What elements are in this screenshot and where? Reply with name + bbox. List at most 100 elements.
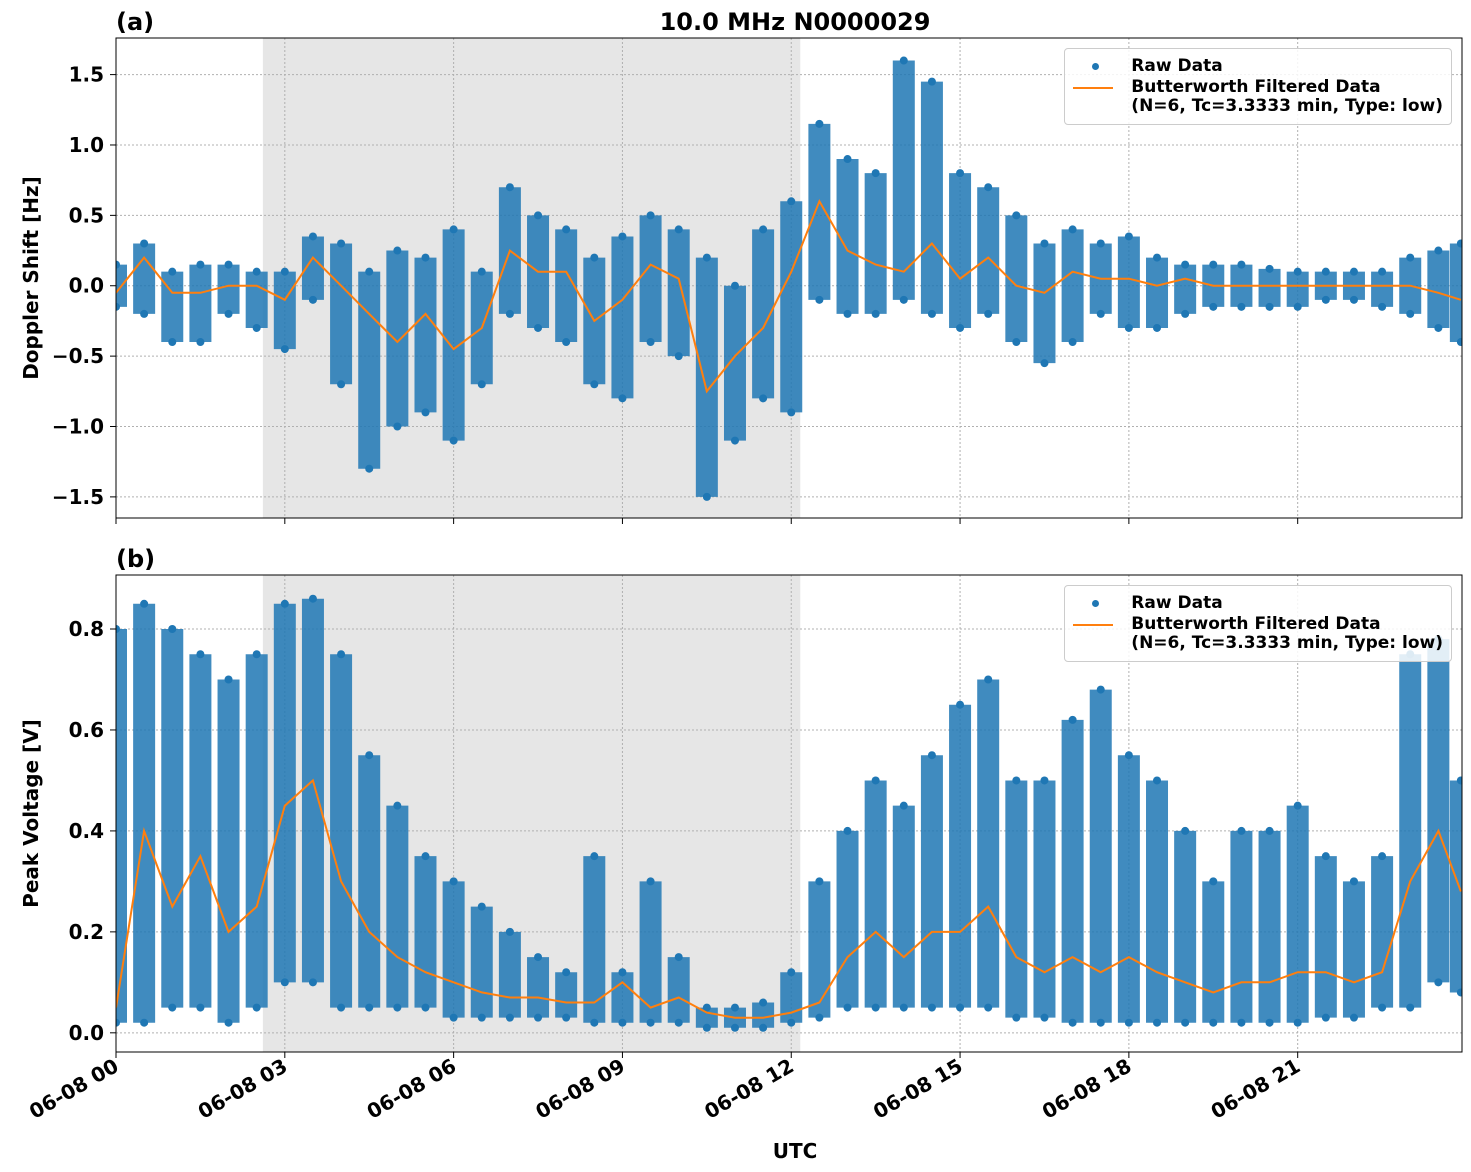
raw-point [1124, 232, 1133, 241]
raw-point [1378, 1003, 1387, 1012]
raw-point [505, 183, 514, 192]
raw-point [843, 1003, 852, 1012]
plot-area [116, 594, 1462, 1032]
raw-point [1349, 267, 1358, 276]
axes-frame [115, 574, 1463, 1053]
raw-point [956, 323, 965, 332]
raw-point [1321, 1013, 1330, 1022]
raw-point [308, 295, 317, 304]
x-tick-label: 06-08 06 [363, 1054, 461, 1124]
raw-point [1349, 295, 1358, 304]
raw-point [815, 295, 824, 304]
raw-point [1265, 826, 1274, 835]
raw-point [702, 253, 711, 262]
raw-point [899, 1003, 908, 1012]
raw-point [1012, 776, 1021, 785]
raw-point [1378, 852, 1387, 861]
raw-point [449, 436, 458, 445]
legend: Raw Data Butterworth Filtered Data (N=6, … [1064, 585, 1452, 662]
raw-point [477, 380, 486, 389]
raw-point [1040, 1013, 1049, 1022]
raw-point [787, 968, 796, 977]
raw-point [1153, 253, 1162, 262]
raw-point [899, 801, 908, 810]
legend-symbol [1073, 594, 1117, 613]
raw-point [252, 267, 261, 276]
raw-point [759, 1023, 768, 1032]
raw-point [534, 211, 543, 220]
raw-point [1434, 323, 1443, 332]
raw-point [116, 302, 120, 311]
raw-point [393, 246, 402, 255]
raw-point [1456, 338, 1462, 347]
raw-point [1068, 338, 1077, 347]
raw-point [1209, 1018, 1218, 1027]
legend-entry: Raw Data [1073, 594, 1443, 613]
raw-point [730, 1003, 739, 1012]
raw-point [168, 625, 177, 634]
legend-symbol [1073, 78, 1117, 97]
raw-point [1124, 1018, 1133, 1027]
raw-point [984, 183, 993, 192]
raw-point [590, 1018, 599, 1027]
raw-point [1068, 1018, 1077, 1027]
raw-point [562, 968, 571, 977]
raw-point [421, 408, 430, 417]
y-tick-label: 0.5 [69, 203, 104, 227]
raw-point [618, 394, 627, 403]
raw-point [280, 267, 289, 276]
legend-dot [1092, 63, 1100, 70]
raw-point [337, 380, 346, 389]
raw-point [308, 594, 317, 603]
raw-point [365, 1003, 374, 1012]
raw-point [1153, 776, 1162, 785]
y-tick-label: −1.5 [52, 485, 104, 509]
raw-point [1406, 309, 1415, 318]
raw-point [1349, 877, 1358, 886]
raw-point [1265, 264, 1274, 273]
raw-point [421, 1003, 430, 1012]
axes-frame [115, 37, 1463, 519]
raw-point [956, 700, 965, 709]
y-tick-label: 0.8 [69, 617, 104, 641]
raw-point [1237, 1018, 1246, 1027]
legend-dot [1092, 600, 1100, 607]
raw-point [337, 1003, 346, 1012]
raw-point [590, 380, 599, 389]
panel-label: (a) [116, 8, 154, 36]
raw-point [449, 1013, 458, 1022]
raw-point [140, 1018, 149, 1027]
raw-point [1209, 302, 1218, 311]
raw-point [843, 826, 852, 835]
filtered-line [116, 199, 1462, 394]
raw-point [505, 309, 514, 318]
raw-point [1406, 253, 1415, 262]
raw-point [116, 260, 120, 269]
raw-point [787, 1018, 796, 1027]
raw-point [168, 338, 177, 347]
x-axis-label: UTC [773, 1139, 818, 1163]
raw-point [252, 323, 261, 332]
raw-point [1153, 1018, 1162, 1027]
legend-label: Raw Data [1131, 56, 1223, 76]
x-tick-label: 06-08 00 [25, 1054, 123, 1124]
raw-point [477, 1013, 486, 1022]
raw-point [224, 675, 233, 684]
raw-point [1012, 338, 1021, 347]
raw-point [927, 1003, 936, 1012]
legend-line [1073, 87, 1114, 89]
raw-point [646, 211, 655, 220]
raw-point [1293, 302, 1302, 311]
raw-point [421, 253, 430, 262]
raw-point [1012, 1013, 1021, 1022]
raw-point [618, 1018, 627, 1027]
raw-point [252, 1003, 261, 1012]
raw-point [196, 650, 205, 659]
raw-point [280, 345, 289, 354]
raw-point [871, 169, 880, 178]
raw-point [365, 267, 374, 276]
x-tick-label: 06-08 12 [700, 1054, 798, 1124]
legend-line [1073, 624, 1114, 626]
